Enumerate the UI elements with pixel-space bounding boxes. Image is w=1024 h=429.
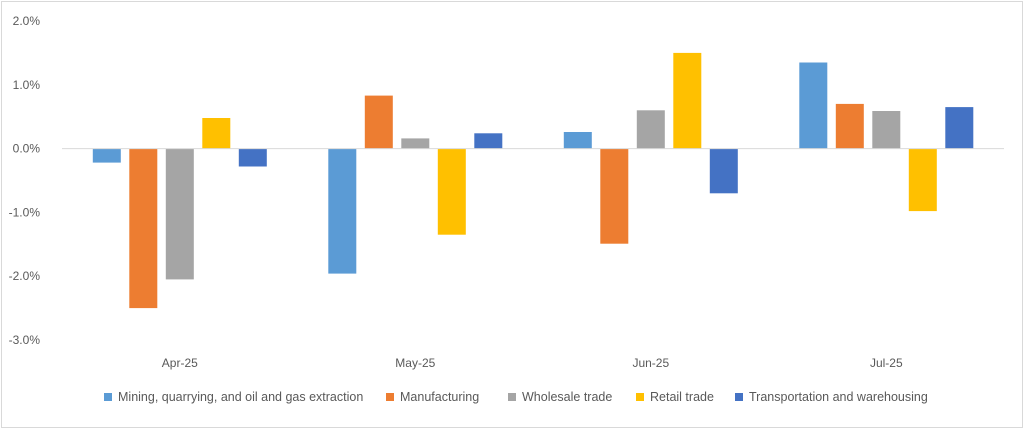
legend-item: Wholesale trade <box>508 390 612 404</box>
legend-swatch <box>386 393 394 401</box>
y-tick-label: -1.0% <box>9 205 41 219</box>
x-tick-label: Jul-25 <box>870 356 903 370</box>
bars <box>92 52 974 309</box>
bar <box>364 95 393 149</box>
x-axis-ticks: Apr-25 May-25 Jun-25 Jul-25 <box>162 356 903 370</box>
bar <box>908 148 937 212</box>
x-tick-label: Jun-25 <box>632 356 669 370</box>
legend-item: Retail trade <box>636 390 714 404</box>
bar <box>563 132 592 149</box>
y-tick-label: -2.0% <box>9 269 41 283</box>
legend-swatch <box>104 393 112 401</box>
bar <box>872 111 901 149</box>
bar <box>474 133 503 149</box>
legend-label: Wholesale trade <box>522 390 613 404</box>
y-tick-label: 1.0% <box>13 78 41 92</box>
bar <box>92 148 121 163</box>
legend-label: Transportation and warehousing <box>749 390 928 404</box>
bar <box>129 148 158 309</box>
x-tick-label: May-25 <box>395 356 435 370</box>
legend-label: Retail trade <box>650 390 714 404</box>
legend-label: Manufacturing <box>400 390 480 404</box>
legend: Mining, quarrying, and oil and gas extra… <box>0 390 1024 412</box>
bar <box>799 62 828 149</box>
legend-label: Mining, quarrying, and oil and gas extra… <box>118 390 364 404</box>
bar <box>328 148 357 274</box>
bar <box>945 107 974 149</box>
legend-swatch <box>636 393 644 401</box>
bar <box>835 103 864 149</box>
bar <box>600 148 629 244</box>
bar <box>238 148 267 167</box>
x-tick-label: Apr-25 <box>162 356 198 370</box>
bar <box>709 148 738 194</box>
bar <box>202 118 231 149</box>
bar <box>437 148 466 235</box>
y-tick-label: -3.0% <box>9 333 41 347</box>
y-tick-label: 2.0% <box>13 14 41 28</box>
legend-swatch <box>735 393 743 401</box>
bar <box>401 138 430 149</box>
y-axis-ticks: 2.0% 1.0% 0.0% -1.0% -2.0% -3.0% <box>9 14 41 347</box>
bar <box>673 52 702 149</box>
legend-item: Manufacturing <box>386 390 479 404</box>
legend-item: Transportation and warehousing <box>735 390 928 404</box>
bar <box>165 148 194 280</box>
y-tick-label: 0.0% <box>13 142 41 156</box>
legend-swatch <box>508 393 516 401</box>
legend-item: Mining, quarrying, and oil and gas extra… <box>104 390 363 404</box>
bar <box>636 110 665 149</box>
